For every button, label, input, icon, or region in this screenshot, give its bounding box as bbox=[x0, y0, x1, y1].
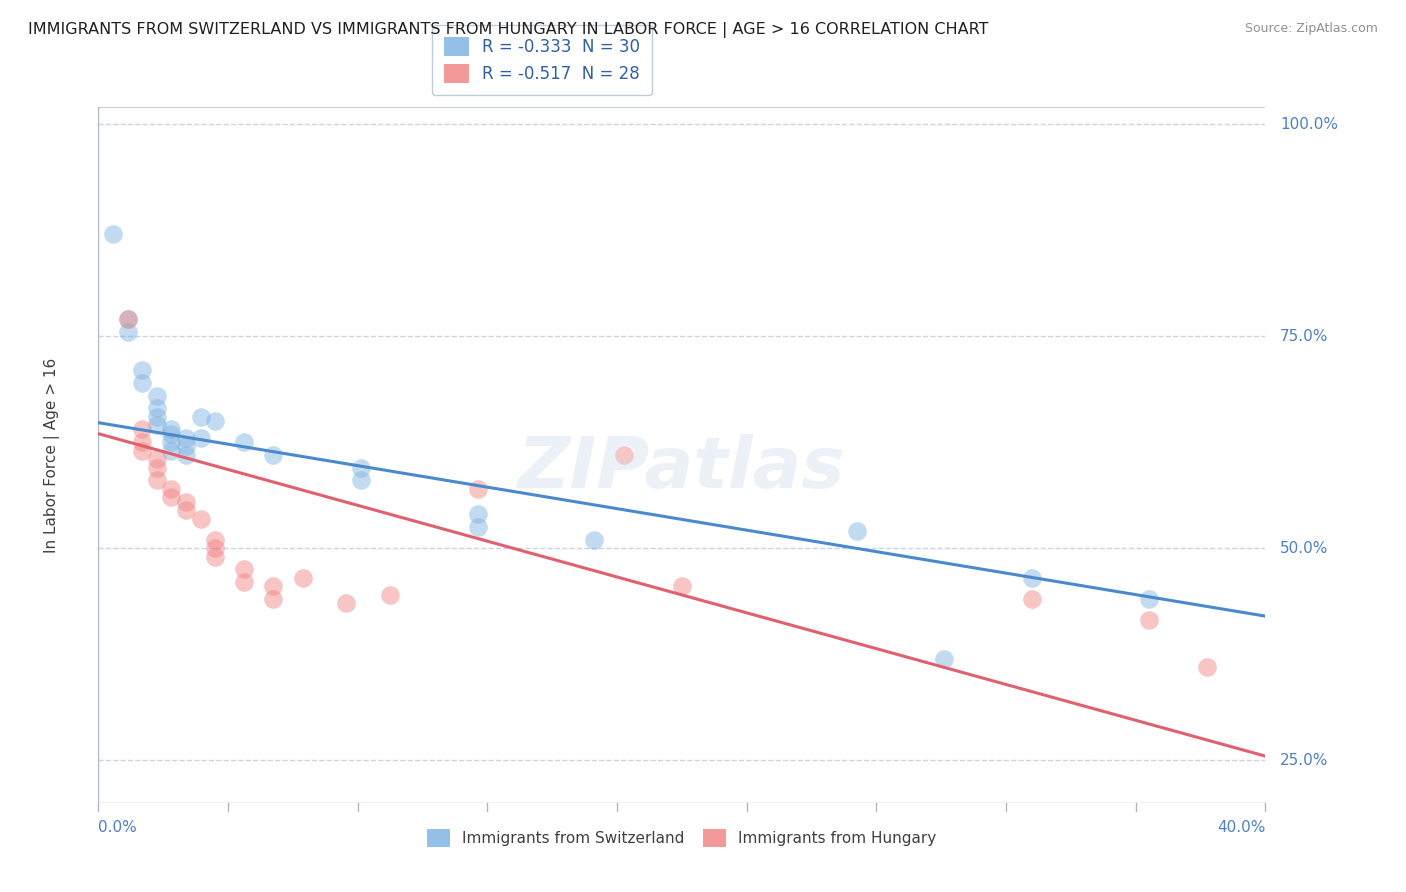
Point bbox=[160, 443, 183, 458]
Point bbox=[190, 511, 212, 525]
Point bbox=[160, 491, 183, 505]
Text: 40.0%: 40.0% bbox=[1218, 820, 1265, 835]
Point bbox=[262, 592, 284, 607]
Point bbox=[117, 325, 139, 339]
Point bbox=[190, 409, 212, 424]
Point bbox=[117, 312, 139, 326]
Text: Source: ZipAtlas.com: Source: ZipAtlas.com bbox=[1244, 22, 1378, 36]
Point bbox=[335, 596, 357, 610]
Point bbox=[1137, 613, 1160, 627]
Point bbox=[174, 439, 197, 453]
Text: IMMIGRANTS FROM SWITZERLAND VS IMMIGRANTS FROM HUNGARY IN LABOR FORCE | AGE > 16: IMMIGRANTS FROM SWITZERLAND VS IMMIGRANT… bbox=[28, 22, 988, 38]
Point bbox=[160, 435, 183, 450]
Point bbox=[204, 541, 226, 556]
Point bbox=[146, 418, 169, 433]
Point bbox=[160, 426, 183, 441]
Point bbox=[467, 520, 489, 534]
Point bbox=[131, 376, 153, 390]
Point bbox=[174, 431, 197, 445]
Point bbox=[131, 422, 153, 436]
Point bbox=[1195, 660, 1218, 674]
Point bbox=[467, 508, 489, 522]
Point bbox=[101, 227, 124, 242]
Legend: Immigrants from Switzerland, Immigrants from Hungary: Immigrants from Switzerland, Immigrants … bbox=[419, 822, 945, 855]
Point bbox=[146, 460, 169, 475]
Text: 25.0%: 25.0% bbox=[1279, 753, 1329, 768]
Point bbox=[233, 562, 256, 576]
Point bbox=[934, 651, 956, 665]
Point bbox=[233, 435, 256, 450]
Point bbox=[146, 401, 169, 416]
Point bbox=[204, 549, 226, 564]
Point bbox=[174, 503, 197, 517]
Point bbox=[671, 579, 693, 593]
Point bbox=[131, 435, 153, 450]
Text: ZIPatlas: ZIPatlas bbox=[519, 434, 845, 503]
Point bbox=[467, 482, 489, 496]
Point bbox=[350, 474, 373, 488]
Point bbox=[204, 414, 226, 428]
Point bbox=[160, 482, 183, 496]
Point bbox=[146, 474, 169, 488]
Point bbox=[1137, 592, 1160, 607]
Point bbox=[174, 494, 197, 508]
Text: 100.0%: 100.0% bbox=[1279, 117, 1339, 131]
Point bbox=[350, 460, 373, 475]
Point bbox=[1021, 592, 1043, 607]
Point bbox=[160, 422, 183, 436]
Point bbox=[131, 443, 153, 458]
Point bbox=[146, 452, 169, 467]
Point bbox=[233, 575, 256, 590]
Point bbox=[190, 431, 212, 445]
Point bbox=[583, 533, 606, 547]
Point bbox=[174, 448, 197, 462]
Point bbox=[262, 579, 284, 593]
Point bbox=[117, 312, 139, 326]
Text: 0.0%: 0.0% bbox=[98, 820, 138, 835]
Point bbox=[146, 409, 169, 424]
Point bbox=[1021, 571, 1043, 585]
Text: 75.0%: 75.0% bbox=[1279, 328, 1329, 343]
Text: 50.0%: 50.0% bbox=[1279, 541, 1329, 556]
Text: In Labor Force | Age > 16: In Labor Force | Age > 16 bbox=[44, 358, 59, 552]
Point bbox=[291, 571, 314, 585]
Point bbox=[846, 524, 869, 539]
Point bbox=[204, 533, 226, 547]
Point bbox=[612, 448, 634, 462]
Point bbox=[146, 388, 169, 402]
Point bbox=[380, 588, 402, 602]
Point bbox=[131, 363, 153, 377]
Point bbox=[262, 448, 284, 462]
